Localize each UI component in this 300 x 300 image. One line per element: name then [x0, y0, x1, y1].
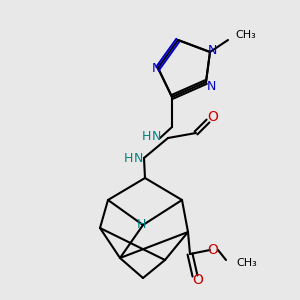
Text: N: N — [151, 61, 161, 74]
Text: N: N — [151, 130, 161, 143]
Text: O: O — [208, 243, 218, 257]
Text: H: H — [136, 218, 146, 232]
Text: CH₃: CH₃ — [236, 258, 257, 268]
Text: CH₃: CH₃ — [235, 30, 256, 40]
Text: N: N — [133, 152, 143, 166]
Text: N: N — [207, 44, 217, 56]
Text: H: H — [123, 152, 133, 166]
Text: N: N — [206, 80, 216, 92]
Text: O: O — [208, 110, 218, 124]
Text: H: H — [141, 130, 151, 143]
Text: O: O — [193, 273, 203, 287]
